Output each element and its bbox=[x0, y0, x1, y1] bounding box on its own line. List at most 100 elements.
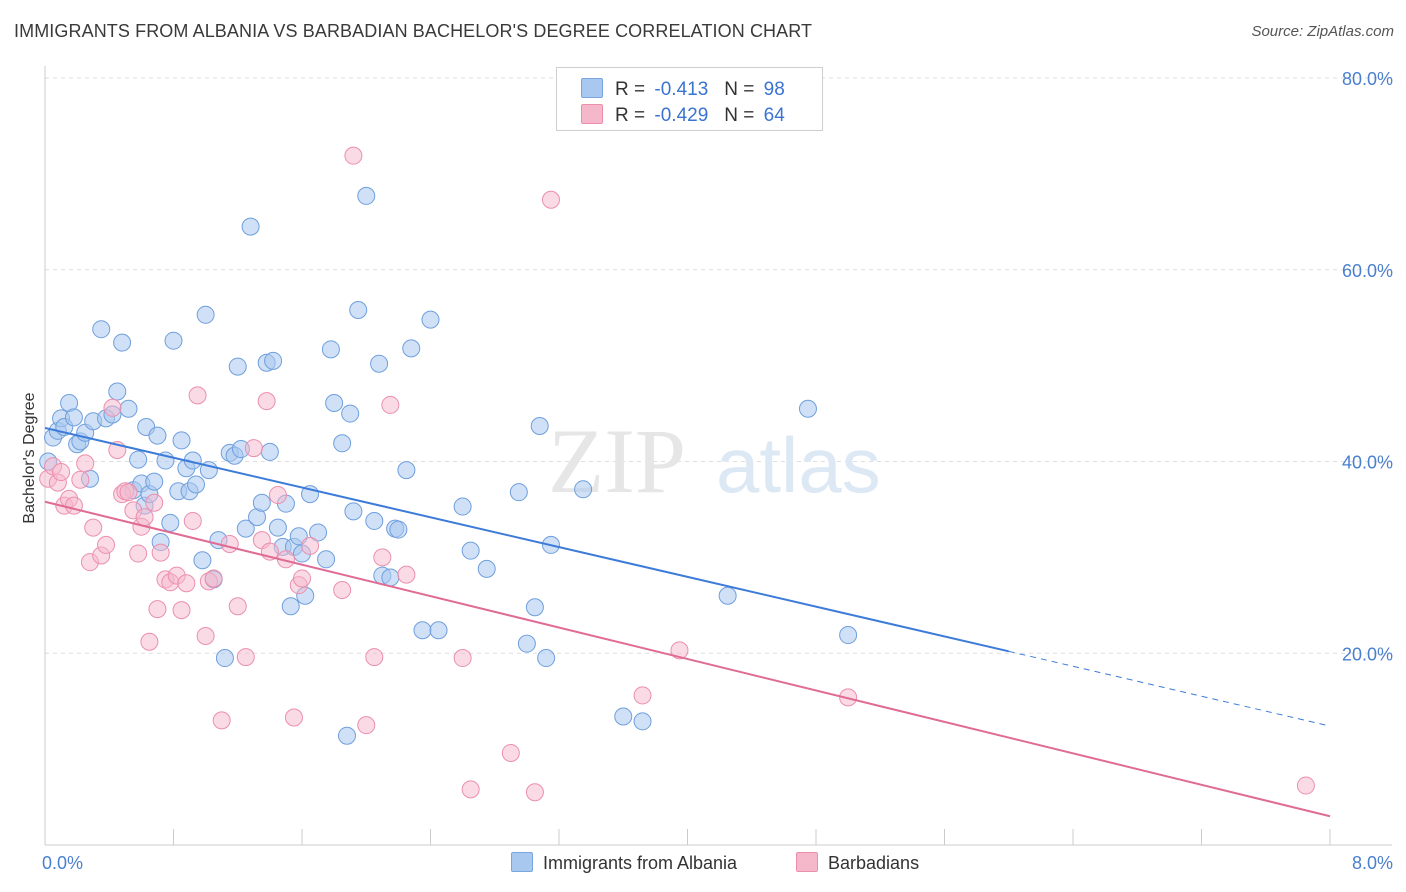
albania-point bbox=[357, 186, 376, 205]
legend-row-albania: R = -0.413 N = 98 bbox=[581, 78, 785, 100]
barbadian-point bbox=[71, 470, 90, 489]
albania-point bbox=[509, 483, 528, 502]
albania-point bbox=[321, 340, 340, 359]
legend-n-label: N = bbox=[724, 79, 755, 100]
barbadian-point bbox=[84, 518, 103, 537]
albania-point bbox=[241, 217, 260, 236]
albania-point bbox=[349, 301, 368, 320]
albania-point bbox=[281, 597, 300, 616]
albania-point bbox=[64, 408, 83, 427]
legend-n-value: 98 bbox=[763, 79, 785, 100]
correlation-legend: R = -0.413 N = 98 R = -0.429 N = 64 bbox=[556, 67, 823, 131]
albania-point bbox=[193, 551, 212, 570]
watermark-zip: ZIP bbox=[548, 410, 686, 512]
barbadian-point bbox=[228, 597, 247, 616]
albania-point bbox=[402, 339, 421, 358]
chart-title: IMMIGRANTS FROM ALBANIA VS BARBADIAN BAC… bbox=[14, 21, 813, 41]
albania-point bbox=[264, 351, 283, 370]
legend-label-albania: Immigrants from Albania bbox=[543, 853, 738, 873]
albania-point bbox=[129, 450, 148, 469]
watermark: ZIP atlas bbox=[548, 410, 881, 512]
albania-point bbox=[164, 331, 183, 350]
barbadian-point bbox=[145, 493, 164, 512]
barbadian-point bbox=[357, 716, 376, 735]
albania-point bbox=[268, 518, 287, 537]
albania-point bbox=[421, 310, 440, 329]
barbadian-point bbox=[196, 626, 215, 645]
barbadian-point bbox=[301, 536, 320, 555]
barbadian-points bbox=[39, 146, 1315, 802]
barbadian-point bbox=[140, 632, 159, 651]
albania-point bbox=[397, 461, 416, 480]
legend-n-value: 64 bbox=[763, 105, 785, 126]
source-label: Source: ZipAtlas.com bbox=[1251, 23, 1394, 40]
barbadian-point bbox=[453, 649, 472, 668]
legend-r-label: R = bbox=[615, 105, 646, 126]
barbadian-point bbox=[148, 600, 167, 619]
albania-point bbox=[148, 426, 167, 445]
albania-point bbox=[317, 550, 336, 569]
albania-point bbox=[337, 726, 356, 745]
albania-point bbox=[236, 519, 255, 538]
albania-point bbox=[381, 568, 400, 587]
albania-point bbox=[196, 305, 215, 324]
barbadian-point bbox=[633, 686, 652, 705]
barbadian-point bbox=[172, 601, 191, 620]
barbadian-swatch bbox=[581, 104, 603, 124]
albania-trend-extension bbox=[1008, 650, 1331, 727]
barbadian-point bbox=[284, 708, 303, 727]
bottom-legend-albania: Immigrants from Albania bbox=[511, 852, 737, 874]
bottom-legend-barbadian: Barbadians bbox=[796, 852, 919, 874]
x-tick-labels: 0.0% 8.0% bbox=[42, 853, 1393, 873]
albania-point bbox=[341, 404, 360, 423]
albania-point bbox=[161, 513, 180, 532]
barbadian-point bbox=[525, 783, 544, 802]
albania-point bbox=[333, 434, 352, 453]
albania-point bbox=[574, 480, 593, 499]
barbadian-point bbox=[501, 743, 520, 762]
barbadian-point bbox=[257, 392, 276, 411]
albania-point bbox=[477, 559, 496, 578]
barbadian-point bbox=[64, 496, 83, 515]
albania-swatch bbox=[511, 852, 533, 872]
barbadian-point bbox=[188, 386, 207, 405]
barbadian-point bbox=[151, 543, 170, 562]
albania-point bbox=[517, 634, 536, 653]
albania-point bbox=[429, 621, 448, 640]
albania-point bbox=[525, 598, 544, 617]
legend-r-value: -0.429 bbox=[654, 105, 709, 126]
barbadian-point bbox=[97, 535, 116, 554]
albania-point bbox=[145, 472, 164, 491]
barbadian-trend-line bbox=[44, 500, 1331, 818]
barbadian-point bbox=[373, 548, 392, 567]
albania-point bbox=[537, 649, 556, 668]
albania-point bbox=[172, 431, 191, 450]
barbadian-point bbox=[119, 483, 138, 502]
albania-trend-line bbox=[44, 426, 1009, 653]
albania-point bbox=[260, 442, 279, 461]
y-axis-label: Bachelor's Degree bbox=[21, 392, 38, 523]
barbadian-point bbox=[220, 534, 239, 553]
y-tick-label: 80.0% bbox=[1342, 69, 1393, 89]
albania-point bbox=[614, 707, 633, 726]
albania-point bbox=[798, 399, 817, 418]
y-tick-label: 60.0% bbox=[1342, 261, 1393, 281]
watermark-atlas: atlas bbox=[716, 421, 881, 509]
albania-point bbox=[228, 357, 247, 376]
barbadian-point bbox=[244, 439, 263, 458]
gridlines bbox=[45, 77, 1392, 654]
barbadian-point bbox=[183, 511, 202, 530]
albania-point bbox=[344, 502, 363, 521]
barbadian-point bbox=[135, 508, 154, 527]
albania-point bbox=[530, 417, 549, 436]
barbadian-point bbox=[541, 190, 560, 209]
albania-point bbox=[718, 586, 737, 605]
albania-points bbox=[39, 186, 858, 745]
barbadian-swatch bbox=[796, 852, 818, 872]
albania-point bbox=[186, 475, 205, 494]
barbadian-point bbox=[344, 146, 363, 165]
barbadian-point bbox=[236, 648, 255, 667]
barbadian-point bbox=[293, 569, 311, 588]
legend-r-value: -0.413 bbox=[654, 79, 709, 100]
albania-point bbox=[839, 626, 858, 645]
